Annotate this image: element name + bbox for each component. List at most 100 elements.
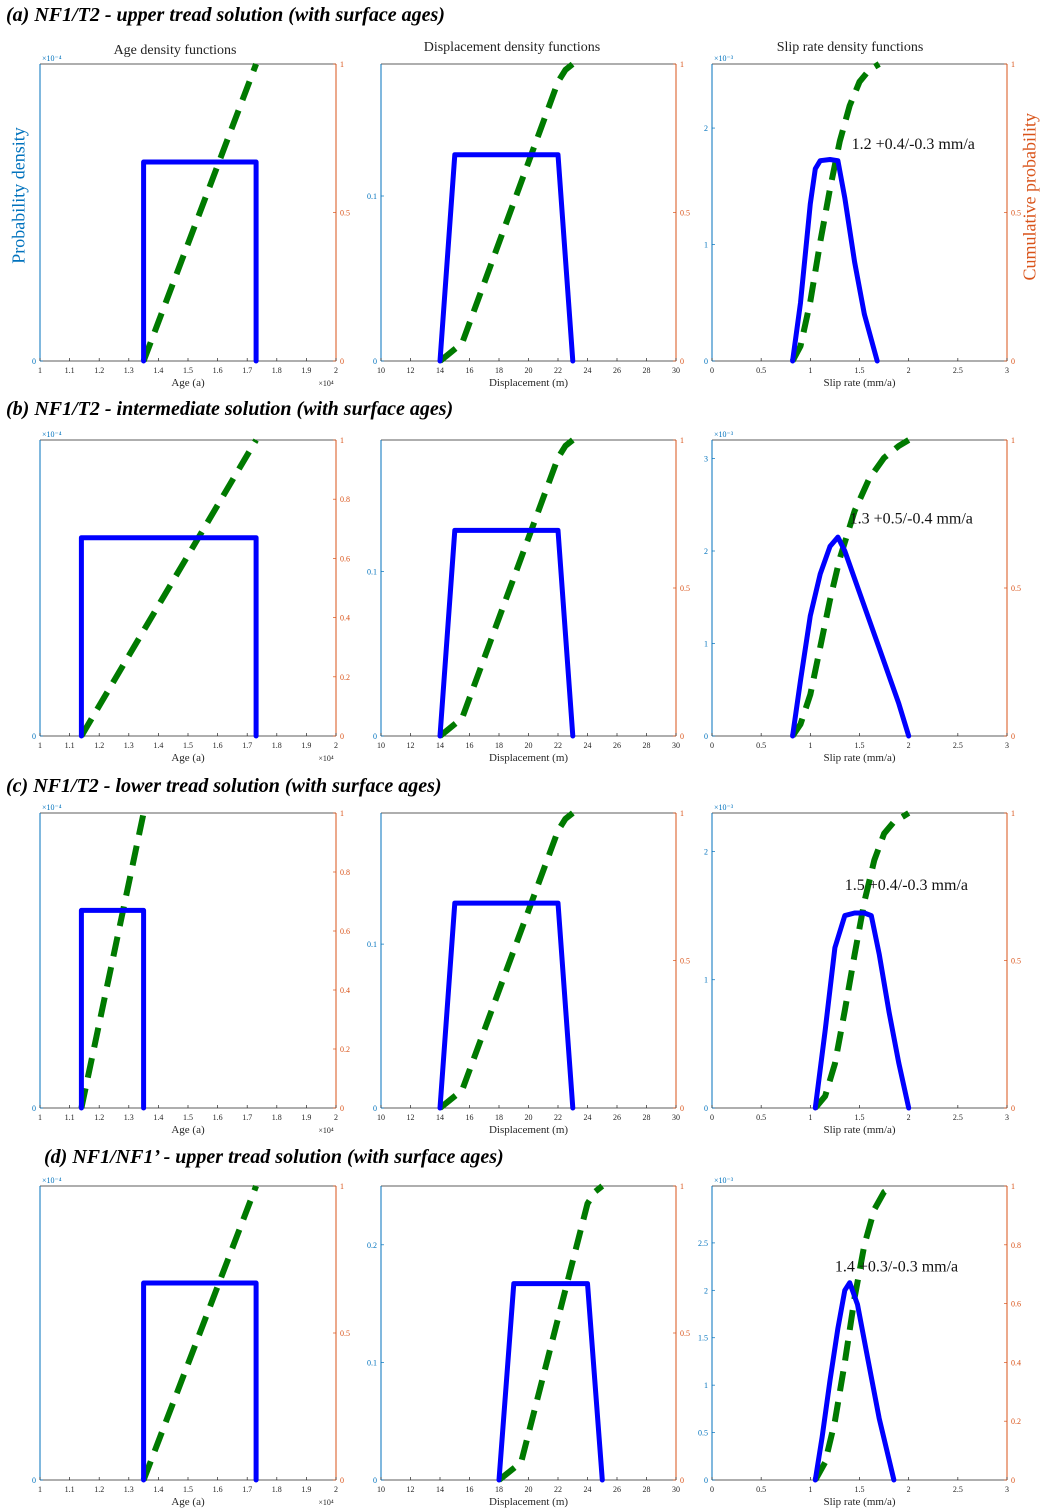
x-tick-label: 1.9 <box>301 1113 311 1122</box>
y-right-tick-label: 0.8 <box>1011 1241 1021 1250</box>
y-right-tick-label: 0 <box>1011 1476 1015 1485</box>
x-tick-label: 22 <box>554 366 562 375</box>
panel-c-slip: 0 0.5 1 1.5 2 2.5 3 Slip rate (mm/a) 0 1 2 ×10⁻³ 0 0.… <box>704 803 1021 1136</box>
x-tick-label: 1.8 <box>272 741 282 750</box>
x-tick-label: 12 <box>407 741 415 750</box>
y-right-tick-label: 1 <box>1011 436 1015 445</box>
pdf-line <box>141 1280 259 1483</box>
y-exponent-label: ×10⁻³ <box>714 803 734 812</box>
pdf-line <box>496 1281 605 1483</box>
y-left-tick-label: 3 <box>704 455 708 464</box>
x-tick-label: 1.4 <box>153 366 163 375</box>
y-left-tick-label: 2 <box>704 124 708 133</box>
y-right-tick-label: 1 <box>340 809 344 818</box>
x-axis-label: Slip rate (mm/a) <box>823 377 895 389</box>
x-tick-label: 1.1 <box>65 366 75 375</box>
cdf-line <box>140 1184 259 1482</box>
x-tick-label: 1.6 <box>213 741 223 750</box>
x-tick-label: 2 <box>907 1485 911 1494</box>
x-tick-label: 3 <box>1005 1113 1009 1122</box>
pdf-line <box>141 159 259 364</box>
row-title-a: (a) NF1/T2 - upper tread solution (with … <box>6 4 445 26</box>
x-tick-label: 2 <box>334 741 338 750</box>
x-tick-label: 16 <box>466 366 474 375</box>
x-axis-label: Displacement (m) <box>489 1124 568 1136</box>
y-left-tick-label: 2 <box>704 847 708 856</box>
y-exponent-label: ×10⁻³ <box>714 430 734 439</box>
y-right-tick-label: 0 <box>680 732 684 741</box>
pdf-line <box>78 535 259 739</box>
x-axis-label: Slip rate (mm/a) <box>823 1124 895 1136</box>
x-tick-label: 2.5 <box>953 1485 963 1494</box>
x-tick-label: 1 <box>808 366 812 375</box>
y-left-tick-label: 0.1 <box>367 1358 377 1367</box>
x-tick-label: 1.9 <box>301 741 311 750</box>
x-tick-label: 16 <box>466 1113 474 1122</box>
x-tick-label: 2.5 <box>953 741 963 750</box>
cdf-line <box>140 62 259 363</box>
x-tick-label: 24 <box>584 1485 592 1494</box>
y-left-tick-label: 0 <box>32 357 36 366</box>
x-exponent-label: ×10⁴ <box>318 754 334 763</box>
x-tick-label: 24 <box>584 1113 592 1122</box>
x-tick-label: 1.5 <box>855 366 865 375</box>
x-tick-label: 1.2 <box>94 366 104 375</box>
panel-b-age: 1 1.1 1.2 1.3 1.4 1.5 1.6 1.7 1.8 1.9 2×10⁴ Age (a)… <box>32 430 350 764</box>
x-tick-label: 22 <box>554 741 562 750</box>
y-left-tick-label: 2 <box>704 547 708 556</box>
x-tick-label: 28 <box>643 366 651 375</box>
y-right-tick-label: 1 <box>1011 809 1015 818</box>
y-right-tick-label: 0.4 <box>340 986 350 995</box>
y-exponent-label: ×10⁻⁴ <box>42 54 62 63</box>
x-tick-label: 14 <box>436 366 444 375</box>
y-right-tick-label: 0.5 <box>1011 209 1021 218</box>
y-exponent-label: ×10⁻³ <box>714 54 734 63</box>
x-tick-label: 1.5 <box>183 741 193 750</box>
y-right-tick-label: 0.2 <box>340 673 350 682</box>
y-exponent-label: ×10⁻⁴ <box>42 803 62 812</box>
x-tick-label: 18 <box>495 366 503 375</box>
y-left-tick-label: 1 <box>704 976 708 985</box>
x-exponent-label: ×10⁴ <box>318 1498 334 1507</box>
x-tick-label: 1 <box>808 1113 812 1122</box>
cdf-line <box>438 61 575 364</box>
cdf-line <box>789 61 881 363</box>
x-tick-label: 1.8 <box>272 1113 282 1122</box>
x-tick-label: 0 <box>710 1485 714 1494</box>
y-left-tick-label: 1 <box>704 640 708 649</box>
x-tick-label: 20 <box>525 366 533 375</box>
x-tick-label: 1.5 <box>855 741 865 750</box>
x-tick-label: 1.3 <box>124 1113 134 1122</box>
y-right-tick-label: 0.5 <box>680 584 690 593</box>
x-tick-label: 14 <box>436 741 444 750</box>
x-tick-label: 2 <box>334 1113 338 1122</box>
x-tick-label: 1.2 <box>94 741 104 750</box>
x-tick-label: 12 <box>407 1485 415 1494</box>
x-tick-label: 1.4 <box>153 1113 163 1122</box>
panel-d-slip: 0 0.5 1 1.5 2 2.5 3 Slip rate (mm/a) 0 0.5 1 1.5 2 2.… <box>698 1176 1021 1508</box>
x-tick-label: 1.1 <box>65 1485 75 1494</box>
slip-rate-annotation: 1.2 +0.4/-0.3 mm/a <box>852 136 975 153</box>
pdf-line <box>78 907 147 1111</box>
x-axis-label: Displacement (m) <box>489 752 568 764</box>
x-tick-label: 10 <box>377 741 385 750</box>
x-tick-label: 18 <box>495 1113 503 1122</box>
y-right-tick-label: 0 <box>340 1476 344 1485</box>
x-tick-label: 30 <box>672 741 680 750</box>
x-tick-label: 1.5 <box>183 1113 193 1122</box>
x-tick-label: 1.7 <box>242 366 252 375</box>
x-tick-label: 0.5 <box>756 741 766 750</box>
x-exponent-label: ×10⁴ <box>318 379 334 388</box>
x-tick-label: 14 <box>436 1485 444 1494</box>
y-exponent-label: ×10⁻⁴ <box>42 1176 62 1185</box>
y-left-tick-label: 0.1 <box>367 568 377 577</box>
y-right-tick-label: 1 <box>340 1182 344 1191</box>
x-tick-label: 28 <box>643 1113 651 1122</box>
pdf-line <box>790 157 880 364</box>
x-axis-label: Age (a) <box>171 377 205 389</box>
y-left-tick-label: 0.5 <box>698 1429 708 1438</box>
